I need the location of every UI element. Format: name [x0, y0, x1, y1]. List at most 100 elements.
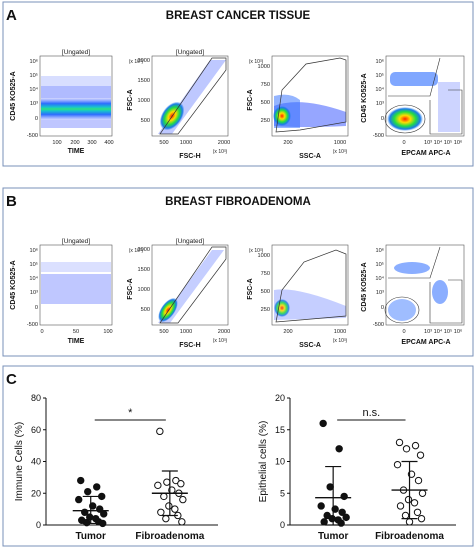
plot-b1: [Ungated] CD45 KO525-A TIME 10⁶ 10⁵ 10⁴ … [10, 238, 113, 345]
data-point [317, 502, 325, 510]
plot-a4-ytick: 10⁵ [375, 72, 384, 79]
y-tick-label: 80 [31, 393, 41, 403]
y-tick-label: 40 [31, 457, 41, 467]
plot-a2-yunit: (x 10³) [129, 59, 144, 65]
plot-a3-ytick: 1000 [258, 64, 270, 70]
plot-b1-upper-band [41, 262, 111, 272]
plot-a1-ylabel: CD45 KO525-A [10, 71, 17, 120]
plot-b4-ytick: 10⁴ [375, 275, 384, 282]
plot-b4: CD45 KO525-A EPCAM APC-A 10⁶ 10⁵ 10⁴ 10³… [361, 244, 465, 346]
plot-b3-cloud [274, 289, 346, 320]
plot-a2-xtick: 1000 [180, 140, 192, 146]
plot-b4-xlabel: EPCAM APC-A [401, 339, 450, 346]
plot-b2-ytick: 1500 [138, 267, 150, 273]
data-point [100, 510, 108, 518]
plot-a4: CD45 KO525-A EPCAM APC-A 10⁶ 10⁵ 10⁴ 10³… [361, 55, 465, 157]
plot-a4-ytick: 10⁶ [375, 58, 384, 65]
plot-a4-xtick: 10⁶ [454, 139, 463, 146]
plot-a3-gate [275, 57, 347, 133]
plot-a1-xlabel: TIME [68, 148, 85, 155]
plot-b2-gate [159, 246, 227, 324]
plot-a4-xtick: 0 [402, 140, 405, 146]
plot-b4-ylabel: CD45 KO525-A [361, 262, 368, 311]
data-point [177, 480, 185, 488]
panel-c-letter: C [6, 371, 17, 388]
plot-b3: FSC-A (x 10³) (x 10³) SSC-A 1000 750 500… [247, 244, 349, 349]
plot-a2-ytick: 1000 [138, 98, 150, 104]
plot-a4-ylabel: CD45 KO525-A [361, 73, 368, 122]
data-point [401, 511, 410, 520]
data-point [84, 487, 92, 496]
plot-a3-xtick: 200 [283, 140, 292, 146]
plot-a2-ytick: 500 [141, 118, 150, 124]
plot-b2-yunit: (x 10³) [129, 248, 144, 254]
y-axis-label: Epithelial cells (%) [258, 421, 269, 503]
plot-b4-xtick: 10⁴ [434, 328, 443, 335]
plot-a4-ytick: 0 [381, 116, 384, 122]
plot-b1-ytick: 10³ [30, 290, 38, 296]
panel-a-letter: A [6, 7, 17, 24]
plot-a1-upper-haze [41, 76, 111, 86]
plot-a1-xtick: 100 [52, 140, 61, 146]
plot-b1-xtick: 50 [73, 329, 79, 335]
plot-b3-xtick: 1000 [334, 329, 346, 335]
plot-b1-ytick: 0 [35, 305, 38, 311]
plot-a4-ytick: 10³ [376, 101, 384, 107]
plot-b3-ytick: 500 [261, 289, 270, 295]
panel-b-title: BREAST FIBROADENOMA [165, 196, 311, 208]
plot-a2-ytick: 1500 [138, 78, 150, 84]
data-point [402, 445, 411, 453]
plot-b3-xlabel: SSC-A [299, 342, 321, 349]
y-tick-label: 5 [280, 488, 285, 498]
data-point [396, 502, 405, 510]
plot-a4-ytick: 10⁴ [375, 86, 384, 93]
data-point [326, 483, 334, 491]
data-point [410, 499, 419, 507]
plot-a2-xtick: 2000 [218, 140, 230, 146]
plot-a1-ytick: 10³ [30, 101, 38, 107]
plot-a1-gate-title: [Ungated] [62, 49, 90, 56]
plot-b1-main-band [41, 274, 111, 304]
y-tick-label: 20 [275, 393, 285, 403]
plot-b4-xtick: 0 [402, 329, 405, 335]
data-point [75, 495, 83, 504]
data-point [154, 481, 162, 490]
data-point [340, 492, 348, 501]
panel-c-frame [2, 365, 474, 547]
plot-a2-ytick: 2000 [138, 58, 150, 64]
category-label: Tumor [318, 531, 348, 542]
plot-b2-ytick: 1000 [138, 287, 150, 293]
plot-b3-ytick: 250 [261, 307, 270, 313]
panel-a-title: BREAST CANCER TISSUE [166, 10, 311, 22]
plot-b3-gate [275, 249, 347, 323]
plot-b2-xtick: 500 [159, 329, 168, 335]
plot-a2-gate-title: [Ungated] [176, 49, 204, 56]
plot-a1-upper-band [41, 86, 111, 98]
data-point [413, 508, 422, 516]
data-point [319, 419, 327, 428]
plot-b4-ytick: -500 [373, 322, 384, 328]
plot-b2-ytick: 500 [141, 307, 150, 313]
plot-b2-ytick: 2000 [138, 247, 150, 253]
data-point [414, 476, 423, 485]
plot-b3-ytick: 1000 [258, 253, 270, 259]
plot-a4-hotspot [387, 107, 423, 131]
panel-b-frame [2, 187, 474, 357]
plot-a3-hotspot [273, 106, 291, 126]
plot-a1-ytick: 0 [35, 116, 38, 122]
data-point [178, 518, 186, 526]
plot-a3-ytick: 250 [261, 118, 270, 124]
data-point [320, 518, 328, 526]
immune-cells-chart: 0 20 40 60 80 Immune Cells (%) Tumor Fibroadeno… [14, 393, 218, 542]
data-point [156, 427, 164, 436]
data-point [83, 518, 91, 527]
plot-a1-xtick: 300 [87, 140, 96, 146]
plot-b4-lower-population [388, 299, 416, 321]
plot-a3: FSC-A (x 10³) (x 10³) SSC-A 1000 750 500… [247, 55, 349, 160]
data-point [77, 476, 85, 485]
plot-a4-gate-oval [384, 104, 426, 134]
plot-b4-frame [385, 244, 465, 326]
plot-a3-ytick: 500 [261, 100, 270, 106]
plot-b4-ytick: 10⁶ [375, 247, 384, 254]
data-point [405, 518, 414, 526]
